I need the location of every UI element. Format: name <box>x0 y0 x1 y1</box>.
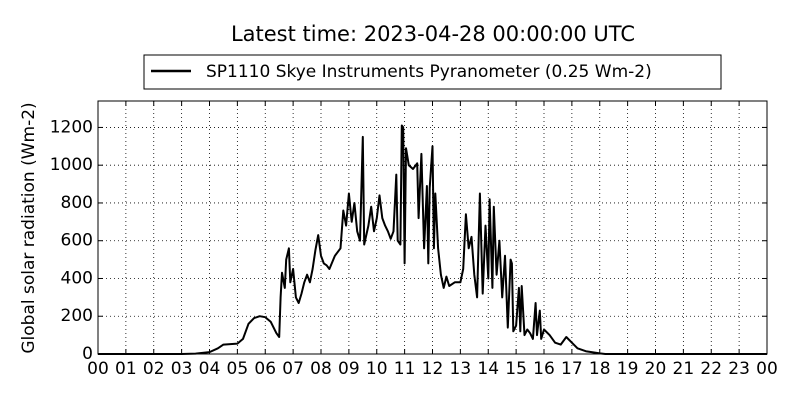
x-tick-label: 05 <box>227 359 249 379</box>
x-tick-label: 09 <box>338 359 360 379</box>
y-tick-label: 1000 <box>50 155 93 175</box>
legend-box <box>143 54 722 90</box>
y-tick-label: 400 <box>61 268 93 288</box>
x-tick-label: 04 <box>199 359 221 379</box>
x-tick-label: 10 <box>366 359 388 379</box>
y-tick-label: 600 <box>61 231 93 251</box>
y-axis-label: Global solar radiation (Wm-2) <box>19 102 39 353</box>
x-tick-label: 17 <box>561 359 583 379</box>
x-tick-label: 13 <box>450 359 472 379</box>
x-tick-label: 07 <box>282 359 304 379</box>
x-tick-label: 03 <box>171 359 193 379</box>
y-tick-label: 800 <box>61 193 93 213</box>
chart-title: Latest time: 2023-04-28 00:00:00 UTC <box>231 22 635 46</box>
x-tick-label: 15 <box>505 359 527 379</box>
x-tick-label: 22 <box>700 359 722 379</box>
x-tick-label: 11 <box>394 359 416 379</box>
x-tick-label: 14 <box>477 359 499 379</box>
x-tick-label: 12 <box>422 359 444 379</box>
data-line <box>98 124 767 355</box>
x-tick-label: 01 <box>115 359 137 379</box>
x-tick-label: 19 <box>617 359 639 379</box>
x-tick-label: 18 <box>589 359 611 379</box>
x-tick-label: 20 <box>645 359 667 379</box>
plot-frame <box>97 100 768 355</box>
x-tick-label: 16 <box>533 359 555 379</box>
y-tick-label: 200 <box>61 306 93 326</box>
x-tick-label: 08 <box>310 359 332 379</box>
x-tick-label: 00 <box>87 359 109 379</box>
legend-label: SP1110 Skye Instruments Pyranometer (0.2… <box>206 62 652 82</box>
x-tick-label: 23 <box>728 359 750 379</box>
x-tick-label: 02 <box>143 359 165 379</box>
y-tick-label: 1200 <box>50 117 93 137</box>
x-tick-label: 06 <box>254 359 276 379</box>
x-tick-label: 21 <box>673 359 695 379</box>
y-tick-label: 0 <box>82 344 93 364</box>
x-tick-label: 00 <box>756 359 778 379</box>
